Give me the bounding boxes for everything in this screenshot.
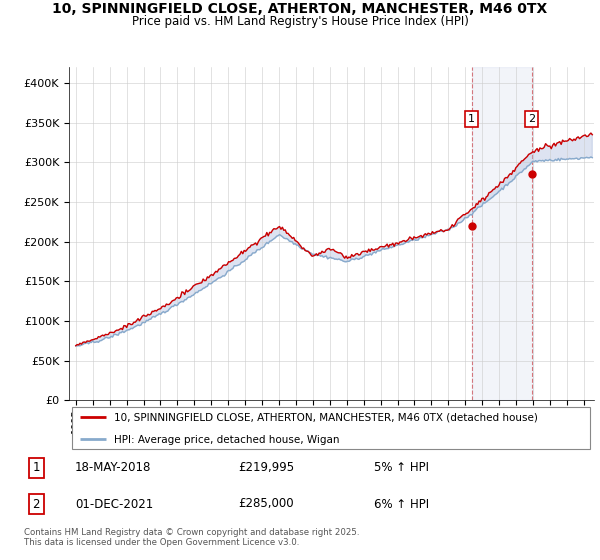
Text: 1: 1 [468, 114, 475, 124]
Text: 2: 2 [32, 497, 40, 511]
Text: 10, SPINNINGFIELD CLOSE, ATHERTON, MANCHESTER, M46 0TX: 10, SPINNINGFIELD CLOSE, ATHERTON, MANCH… [52, 2, 548, 16]
Text: 18-MAY-2018: 18-MAY-2018 [75, 461, 151, 474]
Text: 2: 2 [528, 114, 535, 124]
Text: £219,995: £219,995 [238, 461, 295, 474]
Text: HPI: Average price, detached house, Wigan: HPI: Average price, detached house, Wiga… [113, 435, 339, 445]
Text: 5% ↑ HPI: 5% ↑ HPI [374, 461, 428, 474]
FancyBboxPatch shape [71, 407, 590, 449]
Text: 10, SPINNINGFIELD CLOSE, ATHERTON, MANCHESTER, M46 0TX (detached house): 10, SPINNINGFIELD CLOSE, ATHERTON, MANCH… [113, 413, 538, 423]
Text: 6% ↑ HPI: 6% ↑ HPI [374, 497, 429, 511]
Text: Price paid vs. HM Land Registry's House Price Index (HPI): Price paid vs. HM Land Registry's House … [131, 15, 469, 28]
Text: 01-DEC-2021: 01-DEC-2021 [75, 497, 153, 511]
Text: 1: 1 [32, 461, 40, 474]
Text: Contains HM Land Registry data © Crown copyright and database right 2025.
This d: Contains HM Land Registry data © Crown c… [24, 528, 359, 547]
Text: £285,000: £285,000 [238, 497, 294, 511]
